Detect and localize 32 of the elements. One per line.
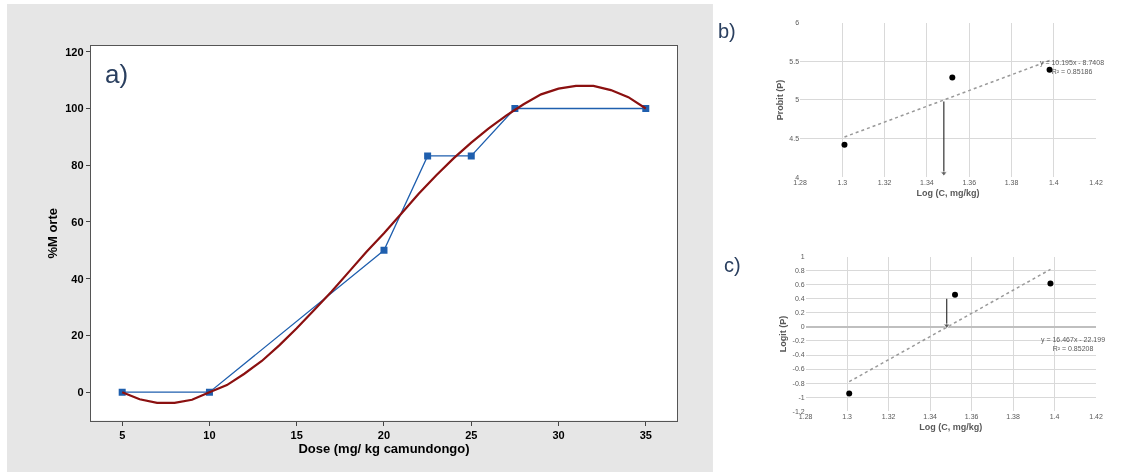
x-tick-label: 5	[119, 428, 126, 441]
x-axis-title: Log (C, mg/kg)	[919, 421, 983, 432]
x-tick-label: 15	[290, 428, 303, 441]
point	[952, 291, 959, 298]
x-tick-label: 30	[552, 428, 565, 441]
point	[467, 152, 475, 160]
y-tick-label: 40	[71, 272, 84, 285]
x-tick-label: 35	[639, 428, 652, 441]
y-tick-label: 80	[71, 159, 84, 172]
text: c)	[724, 254, 741, 276]
y-axis-title: Logit (P)	[777, 315, 788, 353]
y-tick-label: 120	[65, 45, 84, 58]
point	[841, 141, 848, 148]
x-tick-label: 10	[203, 428, 216, 441]
text: b)	[718, 20, 736, 42]
point	[949, 74, 956, 81]
point	[424, 152, 432, 160]
y-axis-title: Probit (P)	[774, 79, 785, 121]
y-axis-title: %M orte	[45, 208, 61, 259]
x-tick-label: 20	[377, 428, 391, 441]
y-tick-label: 100	[65, 102, 84, 115]
x-axis-title: Log (C, mg/kg)	[916, 187, 980, 198]
x-tick-label: 25	[465, 428, 478, 441]
point	[846, 390, 853, 397]
y-tick-label: 60	[71, 215, 84, 228]
y-tick-label: 20	[71, 329, 84, 342]
point	[380, 246, 388, 254]
y-tick-label: 0	[77, 386, 84, 399]
x-axis-title: Dose (mg/ kg camundongo)	[298, 441, 470, 457]
annotation: a)	[105, 59, 129, 89]
point	[1046, 66, 1053, 73]
point	[1047, 280, 1054, 287]
